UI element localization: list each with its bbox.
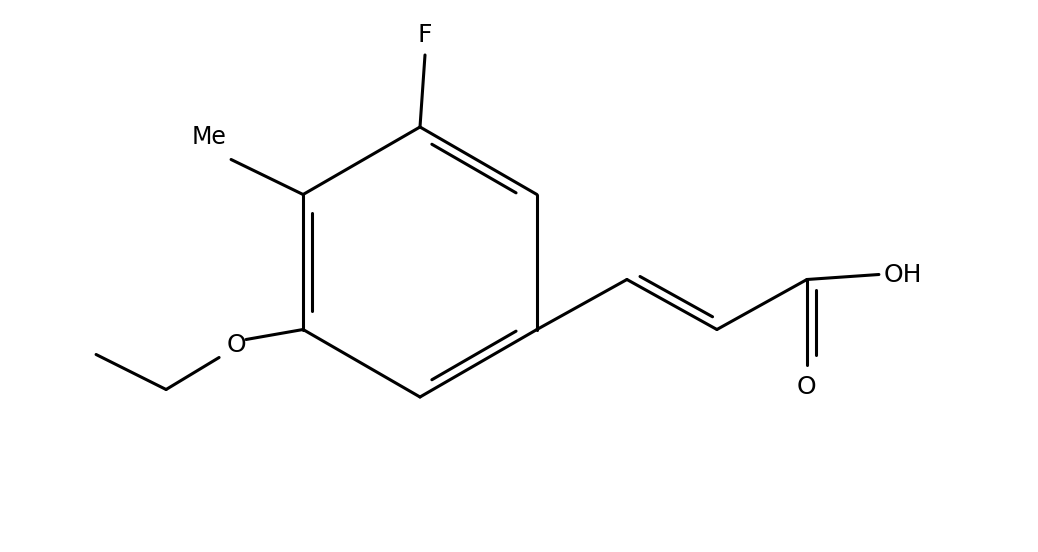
Text: OH: OH <box>884 263 923 286</box>
Text: O: O <box>797 374 817 399</box>
Text: O: O <box>226 332 246 357</box>
Text: F: F <box>417 23 432 47</box>
Text: Me: Me <box>191 125 226 150</box>
